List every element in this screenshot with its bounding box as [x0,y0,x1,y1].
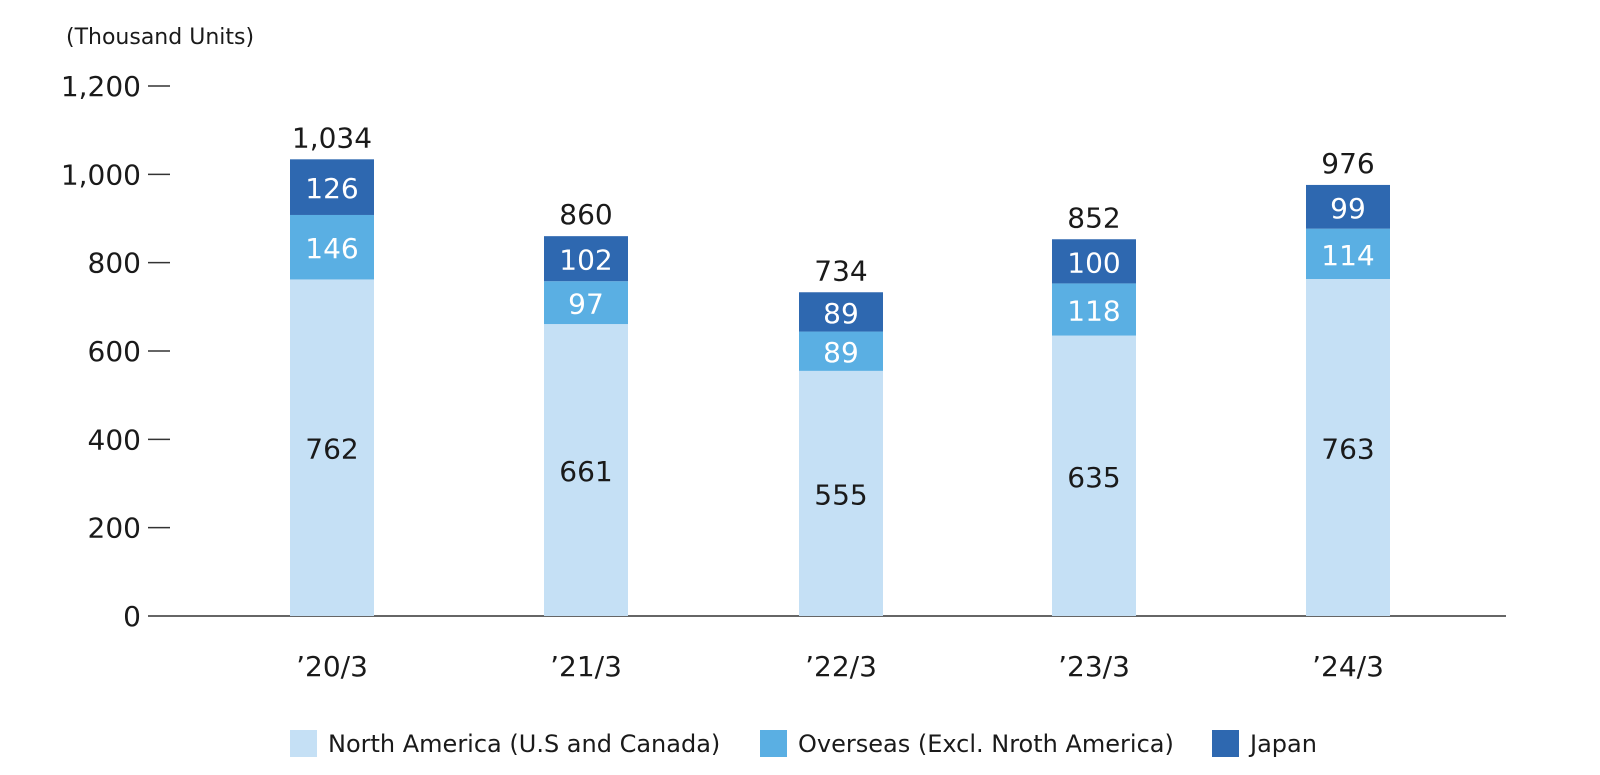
x-tick-label: ’20/3 [296,650,368,683]
bar-segment [544,281,628,325]
bar-total-label: 852 [1067,201,1120,234]
bar-segment [290,279,374,616]
bar-segment [799,331,883,371]
x-tick-label: ’22/3 [805,650,877,683]
bar-total-label: 734 [814,254,867,287]
bar-segment-label: 100 [1067,246,1120,279]
bar-stack: 555 89 89 734 [799,254,883,616]
legend-label: Japan [1248,730,1317,758]
bars-group: 762 146 126 1,034 661 97 102 860 555 89 89 734 635 11… [290,121,1390,616]
bar-segment-label: 114 [1321,239,1374,272]
y-axis-unit-label: (Thousand Units) [66,25,254,50]
bar-segment-label: 763 [1321,433,1374,466]
bar-segment-label: 102 [559,244,612,277]
y-tick-label: 400 [88,423,141,456]
bar-segment [290,159,374,215]
bar-segment [1306,184,1390,229]
bar-segment-label: 89 [823,336,859,369]
y-tick-label: 1,000 [61,158,141,191]
x-tick-label: ’24/3 [1312,650,1384,683]
bar-stack: 762 146 126 1,034 [290,121,374,616]
y-tick-label: 1,200 [61,70,141,103]
bar-segment-label: 635 [1067,461,1120,494]
bar-segment [544,324,628,616]
bar-segment [799,370,883,616]
bar-segment [1052,335,1136,616]
bar-segment [290,214,374,280]
bar-stack: 635 118 100 852 [1052,201,1136,616]
bar-segment [1306,279,1390,616]
y-axis: 0 200 400 600 800 1,000 1,200 [61,70,170,633]
y-tick-label: 0 [123,600,141,633]
x-tick-label: ’23/3 [1058,650,1130,683]
bar-total-label: 976 [1321,147,1374,180]
x-tick-label: ’21/3 [550,650,622,683]
legend-label: North America (U.S and Canada) [328,730,720,758]
bar-segment-label: 89 [823,297,859,330]
y-tick-label: 800 [88,247,141,280]
bar-segment-label: 555 [814,478,867,511]
legend: North America (U.S and Canada) Overseas (… [290,730,1317,758]
y-tick-label: 600 [88,335,141,368]
bar-segment-label: 762 [305,433,358,466]
bar-segment-label: 118 [1067,294,1120,327]
x-axis-labels: ’20/3 ’21/3 ’22/3 ’23/3 ’24/3 [296,650,1384,683]
bar-segment-label: 661 [559,455,612,488]
bar-segment [1052,239,1136,284]
legend-label: Overseas (Excl. Nroth America) [798,730,1174,758]
legend-swatch [760,730,787,757]
legend-swatch [1212,730,1239,757]
bar-segment [544,236,628,282]
bar-segment-label: 99 [1330,192,1366,225]
bar-stack: 661 97 102 860 [544,198,628,616]
bar-segment-label: 126 [305,172,358,205]
bar-stack: 763 114 99 976 [1306,147,1390,616]
bar-segment [1052,283,1136,336]
bar-segment-label: 97 [568,288,604,321]
bar-segment-label: 146 [305,232,358,265]
bar-segment [1306,228,1390,280]
bar-segment [799,292,883,332]
bar-total-label: 860 [559,198,612,231]
legend-swatch [290,730,317,757]
y-tick-label: 200 [88,512,141,545]
bar-total-label: 1,034 [292,121,372,154]
